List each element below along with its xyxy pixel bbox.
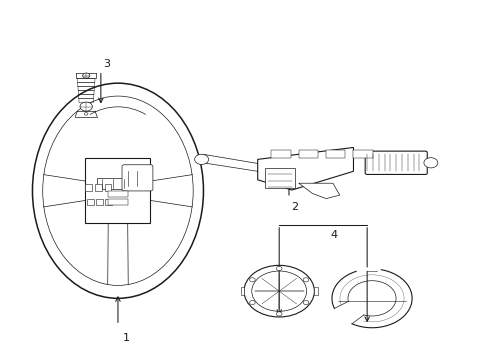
- Bar: [87, 199, 94, 205]
- Bar: [299, 150, 318, 158]
- FancyBboxPatch shape: [365, 151, 427, 175]
- Circle shape: [195, 154, 209, 165]
- Bar: [108, 199, 128, 205]
- Bar: [105, 184, 111, 192]
- Text: 2: 2: [292, 202, 298, 212]
- Circle shape: [276, 312, 282, 316]
- Bar: [241, 287, 244, 295]
- Text: 1: 1: [123, 333, 130, 343]
- Bar: [326, 150, 345, 158]
- Bar: [108, 192, 128, 197]
- Text: 4: 4: [331, 230, 338, 240]
- Circle shape: [80, 102, 92, 111]
- Polygon shape: [299, 183, 340, 199]
- Bar: [315, 287, 318, 295]
- Circle shape: [249, 301, 255, 305]
- Bar: [85, 184, 92, 192]
- Bar: [265, 168, 295, 188]
- Bar: [105, 199, 112, 205]
- Circle shape: [84, 113, 88, 115]
- Bar: [97, 178, 139, 189]
- Circle shape: [276, 266, 282, 270]
- Bar: [85, 158, 150, 223]
- Bar: [353, 150, 372, 158]
- Circle shape: [424, 158, 438, 168]
- Bar: [271, 150, 291, 158]
- Bar: [96, 199, 103, 205]
- Polygon shape: [258, 148, 353, 190]
- Circle shape: [303, 301, 309, 305]
- Circle shape: [303, 278, 309, 282]
- Circle shape: [244, 265, 315, 317]
- Circle shape: [249, 278, 255, 282]
- Bar: [95, 184, 102, 192]
- Circle shape: [83, 73, 90, 78]
- FancyBboxPatch shape: [122, 165, 153, 191]
- Text: 3: 3: [103, 59, 110, 69]
